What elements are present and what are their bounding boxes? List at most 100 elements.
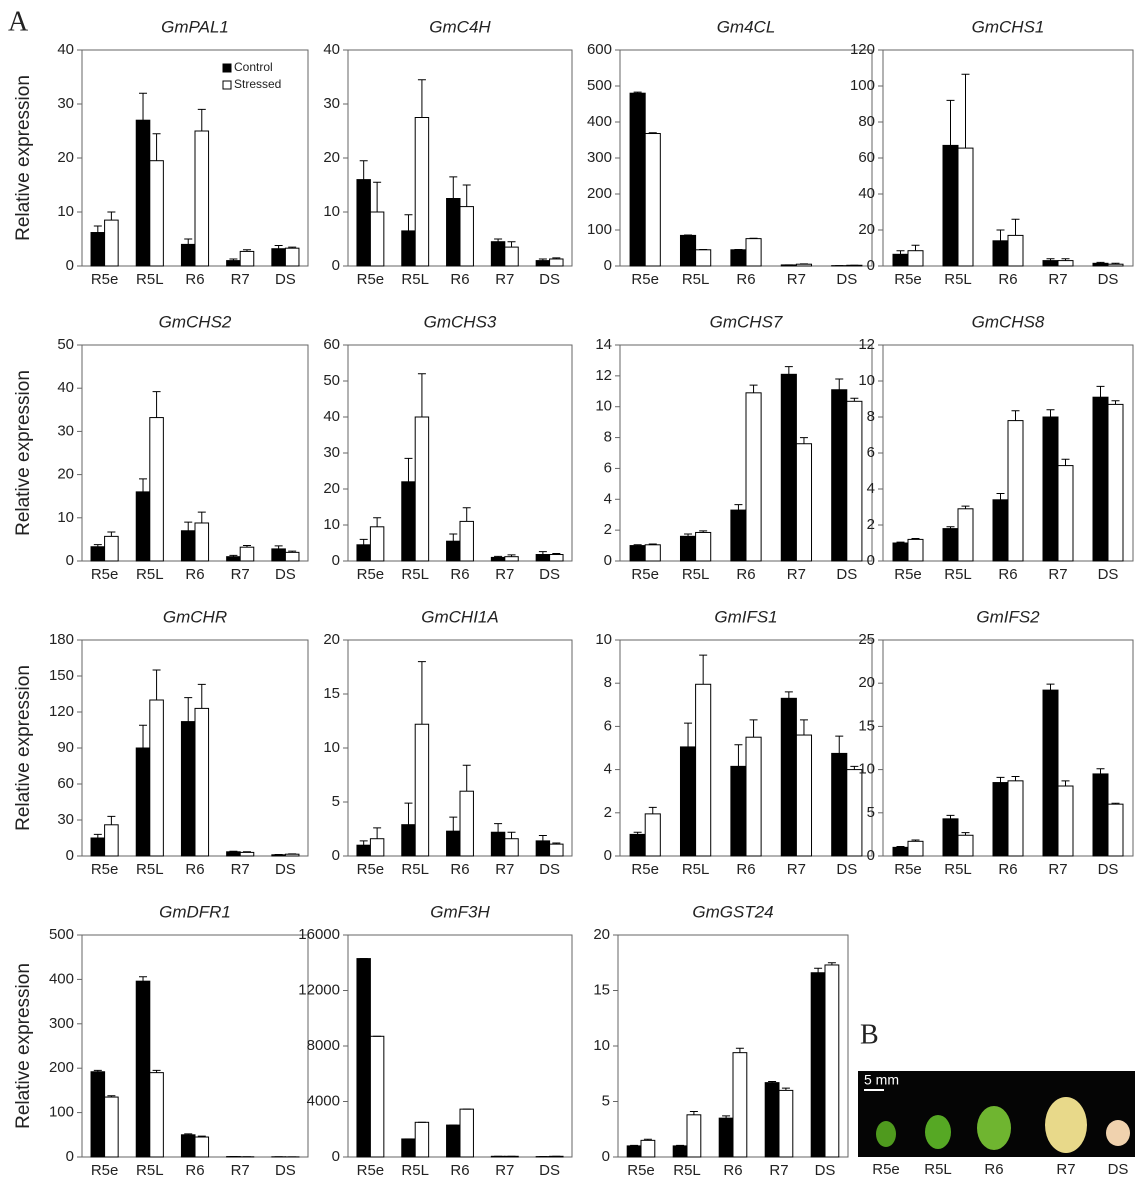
bar bbox=[491, 557, 504, 561]
x-tick-label: R5L bbox=[401, 566, 429, 583]
y-tick-label: 8 bbox=[604, 429, 612, 446]
bar bbox=[285, 552, 299, 561]
bar bbox=[550, 259, 563, 266]
bar bbox=[781, 374, 796, 561]
x-tick-label: R5e bbox=[91, 566, 119, 583]
bar bbox=[357, 180, 370, 266]
bar bbox=[630, 834, 645, 856]
error-bar bbox=[912, 245, 920, 250]
y-tick-label: 50 bbox=[57, 336, 74, 353]
bar bbox=[796, 735, 811, 856]
bar bbox=[136, 981, 150, 1157]
error-bar bbox=[699, 655, 707, 684]
y-tick-label: 0 bbox=[66, 257, 74, 274]
bar bbox=[943, 529, 958, 561]
x-tick-label: R5L bbox=[673, 1162, 701, 1179]
bar bbox=[1058, 786, 1073, 856]
x-tick-label: R7 bbox=[495, 271, 514, 288]
y-tick-label: 30 bbox=[57, 95, 74, 112]
y-tick-label: 500 bbox=[49, 926, 74, 943]
error-bar bbox=[153, 670, 161, 700]
y-tick-label: 20 bbox=[858, 221, 875, 238]
bar bbox=[908, 251, 923, 266]
x-tick-label: R6 bbox=[450, 1162, 469, 1179]
error-bar bbox=[835, 379, 843, 390]
chart-title: GmCHS3 bbox=[424, 312, 497, 331]
bar bbox=[402, 231, 415, 266]
y-tick-label: 0 bbox=[604, 257, 612, 274]
y-tick-label: 2 bbox=[604, 521, 612, 538]
bar bbox=[195, 523, 209, 561]
bar bbox=[357, 845, 370, 856]
error-bar bbox=[404, 803, 412, 825]
scale-label: 5 mm bbox=[864, 1072, 899, 1088]
error-bar bbox=[734, 745, 742, 767]
bar bbox=[415, 417, 428, 561]
bar bbox=[781, 698, 796, 856]
x-tick-label: R6 bbox=[185, 271, 204, 288]
error-bar bbox=[404, 458, 412, 481]
y-tick-label: 300 bbox=[587, 149, 612, 166]
bar bbox=[272, 549, 286, 561]
x-tick-label: DS bbox=[539, 566, 560, 583]
error-bar bbox=[418, 80, 426, 118]
y-tick-label: 12 bbox=[858, 336, 875, 353]
y-tick-label: 4 bbox=[604, 761, 612, 778]
bar bbox=[893, 847, 908, 856]
bar bbox=[91, 547, 105, 561]
x-tick-label: R7 bbox=[787, 861, 806, 878]
y-tick-label: 8000 bbox=[307, 1037, 340, 1054]
y-tick-label: 0 bbox=[604, 552, 612, 569]
x-tick-label: R6 bbox=[450, 861, 469, 878]
x-tick-label: DS bbox=[1098, 566, 1119, 583]
bar bbox=[908, 841, 923, 856]
y-tick-label: 30 bbox=[57, 811, 74, 828]
error-bar bbox=[404, 215, 412, 231]
y-tick-label: 120 bbox=[850, 41, 875, 58]
y-tick-label: 200 bbox=[587, 185, 612, 202]
x-tick-label: R6 bbox=[723, 1162, 742, 1179]
x-tick-label: R6 bbox=[998, 861, 1017, 878]
error-bar bbox=[508, 832, 516, 838]
x-tick-label: R5L bbox=[682, 271, 710, 288]
x-tick-label: R5e bbox=[894, 566, 922, 583]
y-tick-label: 6 bbox=[604, 717, 612, 734]
y-tick-label: 4000 bbox=[307, 1092, 340, 1109]
bar bbox=[993, 783, 1008, 856]
x-tick-label: R5e bbox=[357, 1162, 385, 1179]
error-bar bbox=[1062, 781, 1070, 786]
chart: GmGST2405101520R5eR5LR6R7DS bbox=[593, 902, 848, 1178]
bar bbox=[746, 737, 761, 856]
bar bbox=[105, 825, 119, 856]
error-bar bbox=[360, 161, 368, 180]
bar bbox=[150, 1073, 164, 1157]
x-tick-label: R7 bbox=[1048, 271, 1067, 288]
error-bar bbox=[107, 212, 115, 220]
y-tick-label: 5 bbox=[332, 793, 340, 810]
bar bbox=[943, 145, 958, 266]
x-tick-label: R7 bbox=[231, 1162, 250, 1179]
bar bbox=[779, 1090, 793, 1157]
bar bbox=[847, 770, 862, 856]
bar bbox=[415, 118, 428, 267]
x-tick-label: R7 bbox=[1048, 566, 1067, 583]
error-bar bbox=[1047, 684, 1055, 690]
bar bbox=[91, 1072, 105, 1157]
error-bar bbox=[463, 765, 471, 791]
y-tick-label: 20 bbox=[858, 674, 875, 691]
error-bar bbox=[198, 684, 206, 708]
bar bbox=[958, 148, 973, 266]
bar bbox=[150, 161, 164, 266]
bar bbox=[1108, 804, 1123, 856]
error-bar bbox=[750, 720, 758, 737]
x-tick-label: DS bbox=[836, 566, 857, 583]
x-tick-label: R7 bbox=[769, 1162, 788, 1179]
bar bbox=[240, 547, 254, 561]
bar bbox=[150, 418, 164, 561]
bar bbox=[136, 492, 150, 561]
error-bar bbox=[449, 534, 457, 541]
y-tick-label: 400 bbox=[49, 970, 74, 987]
y-tick-label: 5 bbox=[867, 804, 875, 821]
y-tick-label: 2 bbox=[604, 804, 612, 821]
y-tick-label: 10 bbox=[858, 761, 875, 778]
